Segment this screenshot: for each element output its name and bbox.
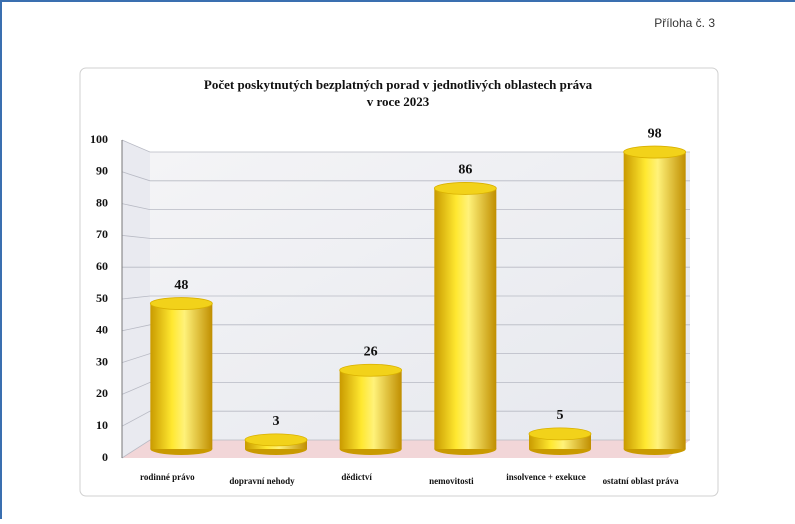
- x-tick-label: insolvence + exekuce: [506, 472, 586, 482]
- grid-line: [121, 324, 690, 332]
- grid-line: [121, 139, 690, 153]
- bar-body: [150, 303, 213, 449]
- grid-line: [121, 410, 690, 427]
- bar-body: [434, 188, 497, 450]
- grid-line: [121, 235, 690, 239]
- x-tick-label: rodinné právo: [140, 472, 195, 482]
- y-tick-label: 50: [96, 291, 108, 305]
- data-label: 98: [648, 126, 662, 141]
- bar-top: [149, 297, 213, 310]
- bar: [623, 145, 687, 455]
- x-tick-label: nemovitosti: [429, 476, 474, 486]
- y-tick-label: 10: [96, 418, 108, 432]
- header: Příloha č. 3: [654, 16, 715, 30]
- grid-line: [121, 171, 690, 182]
- y-tick-label: 30: [96, 354, 108, 368]
- y-tick-label: 100: [90, 132, 108, 146]
- y-tick-label: 90: [96, 164, 108, 178]
- data-label: 48: [174, 278, 188, 293]
- y-tick-label: 80: [96, 195, 108, 209]
- bar-top: [623, 145, 687, 159]
- y-tick-label: 70: [96, 227, 108, 241]
- x-tick-label: dědictví: [341, 472, 372, 482]
- y-tick-label: 60: [96, 259, 108, 273]
- grid-line: [121, 353, 690, 363]
- x-tick-label: dopravní nehody: [229, 476, 295, 486]
- bar: [339, 363, 403, 455]
- bar: [433, 182, 497, 455]
- grid-line: [121, 295, 690, 300]
- grid-line: [121, 381, 690, 395]
- bar-body: [339, 370, 402, 449]
- y-tick-label: 0: [102, 450, 108, 464]
- bar-top: [244, 433, 308, 447]
- data-label: 3: [273, 414, 280, 429]
- data-label: 5: [557, 408, 564, 423]
- y-tick-label: 20: [96, 386, 108, 400]
- bar-body: [623, 152, 686, 449]
- x-tick-label: ostatní oblast práva: [603, 476, 680, 486]
- bar: [149, 297, 213, 455]
- bar-top: [528, 427, 592, 441]
- chart-title: Počet poskytnutých bezplatných porad v j…: [204, 77, 593, 92]
- grid-line: [121, 203, 690, 211]
- bar: [528, 427, 592, 455]
- bar: [244, 433, 308, 455]
- side-wall: [122, 140, 150, 458]
- grid-line: [121, 439, 690, 459]
- data-label: 26: [364, 344, 378, 359]
- data-label: 86: [458, 163, 472, 178]
- y-tick-label: 40: [96, 323, 108, 337]
- bar-top: [339, 363, 403, 377]
- bar-top: [433, 182, 497, 195]
- chart-title: v roce 2023: [367, 94, 430, 109]
